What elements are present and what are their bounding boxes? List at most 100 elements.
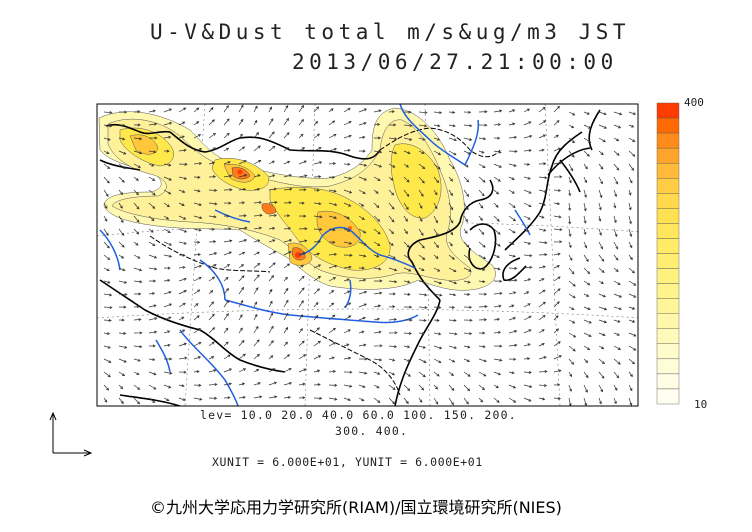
wind-vector-arrow — [553, 369, 562, 373]
wind-vector-arrow — [583, 293, 590, 297]
wind-vector-arrow — [463, 202, 469, 211]
colorbar-swatch — [656, 178, 680, 194]
wind-vector-arrow — [463, 292, 471, 296]
wind-vector-arrow — [388, 345, 398, 349]
wind-vector-arrow — [448, 110, 456, 114]
wind-vector-arrow — [538, 189, 548, 193]
wind-vector-arrow — [523, 397, 532, 402]
wind-vector-arrow — [343, 241, 353, 245]
wind-vector-arrow — [103, 111, 113, 115]
wind-vector-arrow — [373, 202, 380, 208]
wind-vector-arrow — [328, 369, 337, 373]
wind-vector-arrow — [298, 188, 307, 192]
wind-vector-arrow — [208, 188, 218, 192]
wind-vector-arrow — [433, 241, 439, 248]
wind-vector-arrow — [103, 371, 111, 378]
wind-vector-arrow — [358, 202, 365, 207]
wind-vector-arrow — [328, 240, 336, 244]
wind-vector-arrow — [358, 397, 365, 402]
wind-vector-arrow — [388, 317, 398, 321]
wind-vector-arrow — [343, 290, 351, 295]
wind-vector-arrow — [118, 150, 127, 155]
wind-vector-arrow — [388, 384, 396, 391]
wind-vector-arrow — [448, 150, 457, 156]
wind-vector-arrow — [598, 280, 604, 284]
wind-vector-arrow — [178, 253, 186, 257]
wind-vector-arrow — [208, 382, 218, 386]
wind-vector-arrow — [448, 371, 454, 376]
wind-vector-arrow — [328, 314, 336, 321]
wind-vector-arrow — [343, 107, 351, 113]
map-content — [97, 104, 638, 406]
wind-vector-arrow — [568, 228, 572, 238]
wind-vector-arrow — [523, 265, 533, 269]
wind-vector-arrow — [448, 254, 455, 260]
wind-vector-arrow — [298, 340, 305, 347]
wind-vector-arrow — [613, 124, 622, 129]
wind-vector-arrow — [148, 215, 155, 222]
wind-vector-arrow — [418, 176, 425, 184]
wind-vector-arrow — [223, 368, 233, 373]
wind-vector-arrow — [478, 228, 485, 235]
wind-vector-arrow — [628, 280, 637, 286]
wind-vector-arrow — [253, 187, 261, 191]
wind-vector-arrow — [523, 291, 530, 295]
wind-vector-arrow — [433, 189, 438, 196]
wind-vector-arrow — [358, 278, 367, 282]
wind-vector-arrow — [359, 357, 368, 361]
wind-vector-arrow — [238, 133, 243, 139]
wind-vector-arrow — [598, 176, 603, 185]
wind-vector-arrow — [178, 397, 186, 402]
wind-vector-arrow — [463, 189, 470, 198]
wind-vector-arrow — [208, 227, 216, 231]
wind-vector-arrow — [388, 371, 396, 376]
wind-vector-arrow — [403, 163, 409, 168]
wind-vector-arrow — [103, 293, 113, 297]
wind-vector-arrow — [508, 122, 516, 126]
wind-vector-arrow — [508, 357, 517, 361]
wind-vector-arrow — [268, 381, 278, 386]
wind-vector-arrow — [193, 161, 203, 165]
wind-vector-arrow — [178, 135, 185, 139]
wind-vector-arrow — [358, 241, 368, 246]
wind-vector-arrow — [583, 176, 588, 184]
wind-vector-arrow — [493, 176, 501, 182]
wind-vector-arrow — [328, 290, 335, 295]
wind-vector-arrow — [193, 175, 201, 179]
wind-vector-arrow — [193, 264, 202, 269]
wind-vector-arrow — [598, 111, 607, 116]
wind-vector-arrow — [463, 137, 473, 141]
wind-vector-arrow — [388, 202, 395, 210]
wind-vector-arrow — [358, 149, 366, 153]
wind-vector-arrow — [583, 319, 592, 324]
wind-vector-arrow — [208, 147, 217, 152]
wind-vector-arrow — [463, 332, 473, 336]
wind-vector-arrow — [448, 137, 458, 142]
wind-vector-arrow — [103, 345, 111, 349]
wind-vector-arrow — [208, 132, 217, 139]
wind-vector-arrow — [373, 109, 382, 113]
wind-vector-arrow — [628, 163, 635, 171]
wind-vector-arrow — [628, 228, 633, 237]
wind-vector-arrow — [523, 162, 531, 166]
wind-vector-arrow — [508, 330, 518, 334]
wind-vector-arrow — [238, 226, 248, 230]
wind-vector-arrow — [148, 371, 157, 376]
wind-vector-arrow — [463, 228, 468, 234]
wind-vector-arrow — [478, 176, 486, 183]
wind-vector-arrow — [223, 341, 229, 347]
wind-vector-arrow — [598, 137, 606, 143]
wind-vector-arrow — [313, 202, 322, 206]
wind-vector-arrow — [628, 215, 632, 225]
wind-vector-arrow — [283, 174, 293, 178]
wind-vector-arrow — [253, 395, 263, 399]
wind-vector-arrow — [403, 150, 411, 155]
wind-vector-arrow — [133, 397, 140, 405]
wind-vector-arrow — [538, 329, 545, 334]
wind-vector-arrow — [118, 371, 126, 377]
wind-vector-arrow — [373, 136, 382, 140]
wind-vector-arrow — [253, 213, 263, 217]
wind-vector-arrow — [433, 150, 442, 155]
wind-vector-arrow — [208, 161, 216, 165]
wind-vector-arrow — [238, 368, 247, 373]
